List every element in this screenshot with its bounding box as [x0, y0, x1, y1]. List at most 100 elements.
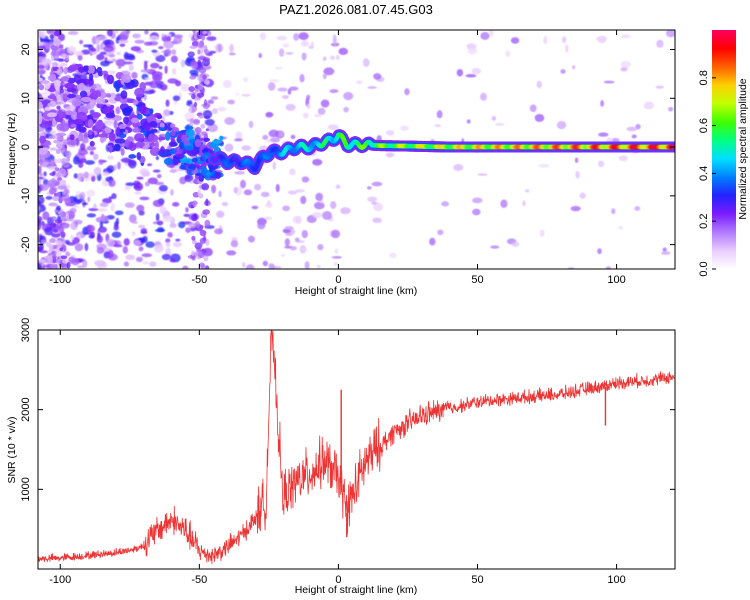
spectrogram-speckle-cell [312, 158, 323, 166]
spectrogram-speckle-cell [207, 99, 214, 104]
spectrogram-track-cell [135, 141, 145, 148]
spectrogram-track-cell [40, 80, 50, 84]
spectrogram-track-cell [57, 109, 64, 119]
spectrogram-speckle-cell [243, 189, 253, 196]
spectrogram-speckle-cell [210, 96, 219, 100]
spectrogram-track-cell [165, 131, 171, 141]
spectrogram-speckle-cell [79, 191, 86, 200]
spectrogram-speckle-cell [133, 182, 144, 192]
spectrogram-track-cell [110, 105, 115, 110]
spectrogram-speckle-cell [276, 35, 288, 41]
spectrogram-speckle-cell [132, 33, 141, 39]
spectrogram-speckle-cell [170, 55, 178, 63]
spectrogram-speckle-cell [385, 152, 395, 158]
spectrogram-speckle-cell [453, 163, 464, 171]
spectrogram-speckle-cell [312, 211, 323, 219]
spectrogram-speckle-cell [71, 258, 80, 266]
spectrogram-track-cell [68, 64, 79, 71]
spectrogram-speckle-cell [198, 262, 205, 268]
spectrogram-track-cell [96, 66, 103, 74]
spectrogram-track-cell [149, 146, 161, 157]
spectrogram-speckle-cell [404, 88, 410, 96]
spectrogram-speckle-cell [436, 110, 443, 119]
spectrogram-speckle-cell [110, 202, 116, 212]
spectrogram-speckle-cell [182, 265, 189, 269]
spectrogram-speckle-cell [115, 58, 126, 67]
spectrogram-speckle-cell [335, 184, 341, 189]
spectrogram-speckle-cell [51, 61, 58, 68]
spectrogram-speckle-cell [188, 86, 195, 93]
spectrogram-speckle-cell [331, 256, 343, 259]
spectrogram-speckle-cell [489, 30, 494, 37]
spectrogram-speckle-cell [149, 261, 157, 267]
spectrogram-speckle-cell [456, 68, 464, 77]
spectrogram-speckle-cell [290, 134, 296, 140]
colorbar-tick-label: 0.8 [698, 70, 710, 85]
spectrogram-speckle-cell [171, 49, 177, 56]
spectrogram-speckle-cell [284, 225, 294, 230]
spectrogram-speckle-cell [372, 217, 382, 224]
spectrogram-speckle-cell [147, 177, 159, 185]
spectrogram-speckle-cell [333, 262, 339, 266]
spectrogram-speckle-cell [150, 62, 160, 69]
spectrogram-speckle-cell [389, 252, 397, 258]
spectrogram-speckle-cell [56, 205, 61, 211]
spectrogram-speckle-cell [117, 161, 121, 170]
spectrogram-speckle-cell [198, 67, 207, 74]
spectrogram-track-cell [47, 95, 57, 100]
spectrogram-speckle-cell [45, 195, 53, 200]
snr-x-ticks: -100 -50 0 50 100 [49, 330, 626, 586]
spectrogram-speckle-cell [175, 238, 181, 242]
spectrogram-speckle-cell [131, 231, 136, 236]
spectrogram-speckle-cell [62, 162, 70, 168]
spectrogram-speckle-cell [203, 115, 211, 120]
spectrogram-speckle-cell [106, 238, 116, 248]
spectrogram-speckle-cell [188, 222, 197, 229]
spectrogram-speckle-cell [91, 47, 97, 52]
spectrogram-speckle-cell [186, 100, 193, 104]
spectrogram-track-cell [61, 76, 70, 82]
spectrogram-track-cell [149, 142, 156, 148]
spectrogram-speckle-cell [115, 106, 121, 115]
spectrogram-track-cell [94, 120, 104, 130]
spectrogram-track-cell [149, 120, 158, 128]
spectrogram-speckle-cell [39, 250, 48, 254]
spectrogram-track-cell [82, 65, 89, 72]
spectrogram-track-cell [123, 116, 130, 125]
spectrogram-speckle-cell [362, 58, 370, 68]
spectrogram-speckle-cell [317, 243, 324, 251]
spectrogram-track-cell [64, 82, 75, 89]
spectrogram-speckle-cell [200, 123, 206, 129]
spectrogram-speckle-cell [193, 213, 198, 220]
spectrogram-speckle-cell [142, 261, 149, 265]
spectrogram-track-cell [170, 130, 176, 137]
spectrogram-speckle-cell [65, 150, 72, 159]
spectrogram-speckle-cell [266, 112, 274, 117]
spectrogram-speckle-cell [570, 205, 581, 212]
spectrogram-speckle-cell [224, 143, 234, 152]
spectrogram-speckle-cell [167, 232, 173, 238]
spectrogram-speckle-cell [45, 241, 52, 248]
spectrogram-speckle-cell [317, 107, 326, 115]
spectrogram-track-cell [149, 108, 154, 114]
spectrogram-speckle-cell [268, 129, 279, 138]
spectrogram-speckle-cell [505, 50, 511, 57]
spectrogram-track-cell [47, 102, 53, 107]
spectrogram-speckle-cell [480, 31, 490, 40]
spectrogram-speckle-cell [146, 163, 153, 167]
spectrogram-speckle-cell [322, 56, 327, 62]
spectrogram-speckle-cell [155, 213, 160, 222]
spectrogram-speckle-cell [620, 34, 631, 39]
spectrogram-speckle-cell [206, 36, 217, 41]
spectrogram-speckle-cell [116, 51, 121, 56]
spectrogram-speckle-cell [275, 184, 280, 193]
spectrogram-speckle-cell [165, 99, 170, 107]
spectrogram-track-cell [153, 112, 162, 118]
spectrogram-speckle-cell [277, 87, 288, 92]
spectrogram-speckle-cell [334, 248, 339, 254]
spectrogram-speckle-cell [373, 73, 382, 80]
spectrogram-speckle-cell [254, 183, 262, 191]
spectrogram-speckle-cell [136, 204, 145, 212]
spectrogram-speckle-cell [59, 168, 67, 177]
spectrogram-speckle-cell [466, 119, 471, 124]
